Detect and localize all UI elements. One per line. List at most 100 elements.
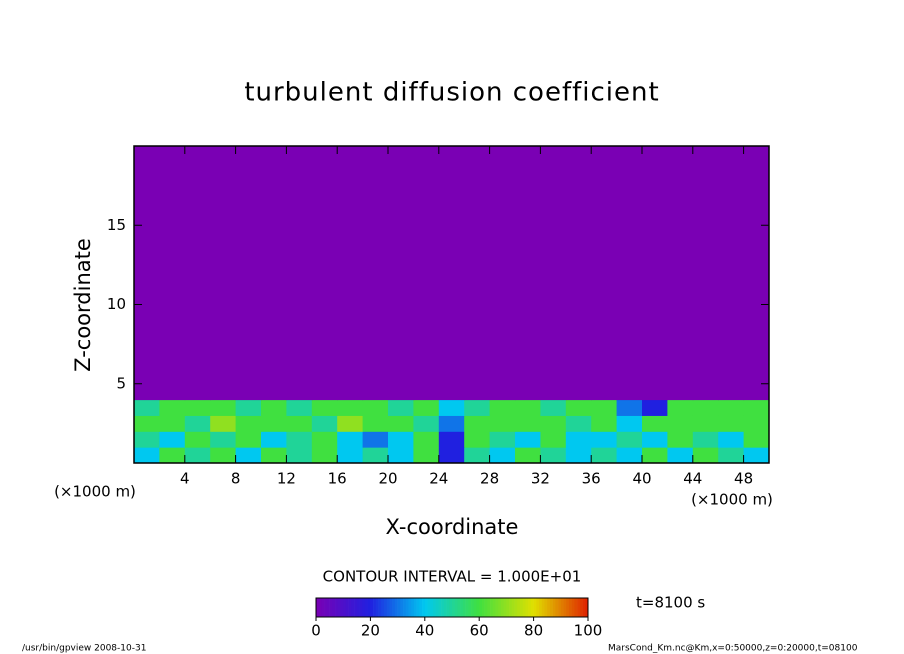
colorbar-swatch — [356, 598, 360, 617]
chart-title: turbulent diffusion coefficient — [244, 78, 659, 108]
field-cell — [591, 431, 618, 448]
field-cell — [184, 415, 211, 432]
colorbar-swatch — [471, 598, 475, 617]
colorbar-swatch — [500, 598, 504, 617]
colorbar-swatch — [476, 598, 480, 617]
colorbar-swatch — [579, 598, 583, 617]
field-cell — [337, 447, 364, 464]
field-cell — [489, 447, 516, 464]
field-cell — [743, 431, 770, 448]
colorbar-tick-label: 60 — [470, 622, 489, 640]
colorbar-swatch — [522, 598, 526, 617]
field-cell — [413, 146, 440, 401]
field-cell — [286, 146, 313, 401]
field-cell — [515, 399, 541, 416]
colorbar-swatch — [348, 598, 352, 617]
field-cell — [464, 431, 491, 448]
field-cell — [489, 146, 516, 401]
field-cell — [692, 146, 719, 401]
field-cell — [235, 399, 262, 416]
colorbar-swatch — [394, 598, 398, 617]
field-cell — [692, 399, 719, 416]
colorbar-swatch — [454, 598, 458, 617]
colorbar-swatch — [392, 598, 396, 617]
colorbar-tick-label: 80 — [524, 622, 543, 640]
y-tick-label: 15 — [107, 216, 126, 234]
field-cell — [438, 415, 465, 432]
x-tick-label: 32 — [531, 470, 550, 488]
colorbar-swatch — [359, 598, 363, 617]
field-cell — [489, 399, 516, 416]
field-cell — [286, 431, 313, 448]
colorbar-swatch — [571, 598, 575, 617]
field-cell — [718, 415, 745, 432]
colorbar-swatch — [520, 598, 524, 617]
field-cell — [235, 146, 262, 401]
colorbar-swatch — [441, 598, 445, 617]
colorbar-swatch — [462, 598, 466, 617]
colorbar-swatch — [533, 598, 537, 617]
y-axis-label: Z-coordinate — [71, 238, 95, 372]
field-cell — [515, 415, 541, 432]
colorbar-swatch — [419, 598, 423, 617]
colorbar-swatch — [460, 598, 464, 617]
field-cell — [184, 146, 211, 401]
colorbar-swatch — [324, 598, 328, 617]
colorbar-frame — [315, 597, 589, 618]
field-cell — [134, 399, 160, 416]
x-tick-label: 12 — [277, 470, 296, 488]
colorbar-swatch — [397, 598, 401, 617]
field-cell — [362, 415, 389, 432]
field-cell — [565, 447, 592, 464]
time-label: t=8100 s — [636, 594, 705, 612]
colorbar-swatch — [452, 598, 456, 617]
colorbar-swatch — [416, 598, 420, 617]
colorbar-swatch — [574, 598, 578, 617]
field-cell — [515, 447, 541, 464]
field-cell — [311, 415, 338, 432]
field-cell — [540, 415, 567, 432]
field-cell — [388, 399, 414, 416]
field-cell — [413, 447, 440, 464]
field-cell — [591, 447, 618, 464]
colorbar-swatch — [362, 598, 366, 617]
x-tick-label: 40 — [632, 470, 651, 488]
colorbar-swatch — [438, 598, 442, 617]
colorbar-swatch — [329, 598, 333, 617]
field-cell — [667, 431, 694, 448]
field-cell — [667, 399, 694, 416]
colorbar-swatch — [511, 598, 515, 617]
colorbar-swatch — [552, 598, 556, 617]
field-cell — [540, 146, 567, 401]
colorbar-swatch — [326, 598, 330, 617]
colorbar-swatch — [544, 598, 548, 617]
field-cell — [743, 415, 770, 432]
colorbar-swatch — [457, 598, 461, 617]
field-cell — [184, 431, 211, 448]
field-cell — [311, 399, 338, 416]
field-cell — [337, 399, 364, 416]
field-cell — [642, 431, 668, 448]
field-cell — [134, 415, 160, 432]
field-cell — [286, 399, 313, 416]
field-cell — [184, 447, 211, 464]
colorbar-swatch — [509, 598, 513, 617]
colorbar-swatch — [408, 598, 412, 617]
colorbar-swatch — [449, 598, 453, 617]
colorbar-swatch — [370, 598, 374, 617]
field-cell — [565, 399, 592, 416]
colorbar-swatch — [405, 598, 409, 617]
colorbar-swatch — [582, 598, 586, 617]
colorbar-swatch — [481, 598, 485, 617]
x-tick-label: 36 — [582, 470, 601, 488]
colorbar-swatch — [435, 598, 439, 617]
field-cell — [438, 399, 465, 416]
colorbar-swatch — [525, 598, 529, 617]
colorbar-swatch — [568, 598, 572, 617]
field-cell — [540, 431, 567, 448]
colorbar-swatch — [384, 598, 388, 617]
colorbar-tick-label: 20 — [361, 622, 380, 640]
field-cell — [210, 415, 237, 432]
field-cell — [464, 146, 491, 401]
field-cell — [616, 146, 643, 401]
